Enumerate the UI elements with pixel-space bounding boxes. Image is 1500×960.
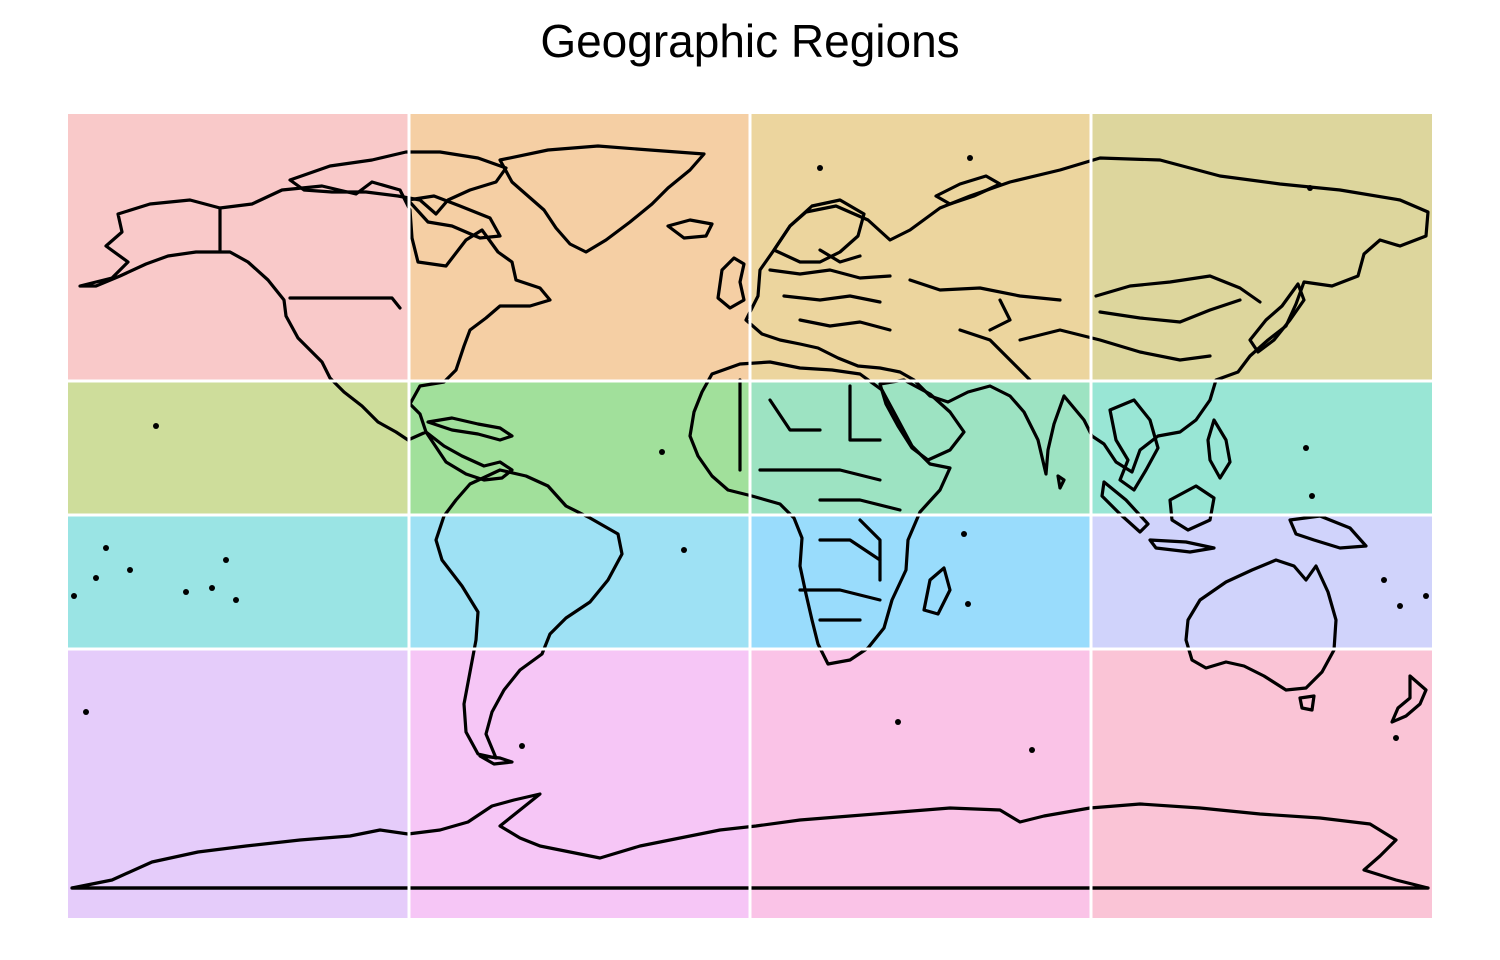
- region-tile-r3-c3: [750, 515, 1091, 649]
- new-zealand-outline: [1390, 674, 1428, 724]
- island: [519, 743, 525, 749]
- island: [93, 575, 99, 581]
- region-gridlines: [68, 114, 1432, 918]
- island: [1397, 603, 1403, 609]
- island: [1029, 747, 1035, 753]
- island: [223, 557, 229, 563]
- island: [965, 601, 971, 607]
- tierra-del-fuego-outline: [478, 754, 514, 766]
- borneo-outline: [1168, 484, 1216, 532]
- island: [127, 567, 133, 573]
- antarctica-outline: [70, 792, 1430, 890]
- island: [967, 155, 973, 161]
- region-tiles: [68, 114, 1432, 918]
- baffin-island-outline: [406, 194, 502, 240]
- greenland-outline: [498, 144, 706, 254]
- island: [71, 593, 77, 599]
- region-tile-r1-c3: [750, 114, 1091, 381]
- region-tile-r3-c4: [1091, 515, 1432, 649]
- island: [659, 449, 665, 455]
- country-outlines: [70, 144, 1430, 890]
- region-tile-r4-c3: [750, 649, 1091, 918]
- region-tile-r2-c3: [750, 381, 1091, 515]
- island: [1303, 445, 1309, 451]
- british-isles-outline: [716, 256, 746, 310]
- madagascar-outline: [922, 566, 952, 616]
- sri-lanka-outline: [1056, 474, 1066, 490]
- island: [183, 589, 189, 595]
- region-tile-r1-c1: [68, 114, 409, 381]
- scandinavia-outline: [772, 198, 866, 264]
- region-tile-r3-c2: [409, 515, 750, 649]
- island: [209, 585, 215, 591]
- island: [961, 531, 967, 537]
- island: [1393, 735, 1399, 741]
- region-tile-r4-c4: [1091, 649, 1432, 918]
- iceland-outline: [666, 218, 714, 240]
- island: [103, 545, 109, 551]
- region-tile-r4-c2: [409, 649, 750, 918]
- caribbean-outline: [426, 416, 514, 442]
- island: [895, 719, 901, 725]
- arctic-archipelago-outline: [288, 150, 508, 216]
- sumatra-outline: [1100, 480, 1150, 534]
- region-tile-r3-c1: [68, 515, 409, 649]
- island: [1423, 593, 1429, 599]
- java-outline: [1148, 538, 1216, 554]
- island: [83, 709, 89, 715]
- island: [1307, 185, 1313, 191]
- island: [233, 597, 239, 603]
- island: [1381, 577, 1387, 583]
- indochina-outline: [1108, 398, 1160, 492]
- japan-outline: [1248, 282, 1306, 354]
- central-america-outline: [424, 430, 514, 482]
- tasmania-outline: [1298, 694, 1316, 712]
- island: [681, 547, 687, 553]
- island: [153, 423, 159, 429]
- africa-borders: [738, 378, 902, 622]
- arabia-outline: [878, 378, 966, 462]
- island: [817, 165, 823, 171]
- novaya-zemlya-outline: [934, 174, 1002, 206]
- asia-borders: [958, 274, 1262, 382]
- europe-borders: [768, 248, 1062, 332]
- island: [1309, 493, 1315, 499]
- region-tile-r2-c4: [1091, 381, 1432, 515]
- region-tile-r1-c4: [1091, 114, 1432, 381]
- philippines-outline: [1206, 418, 1232, 480]
- north-america-outline: [78, 180, 552, 442]
- canada-usa-border: [288, 296, 402, 310]
- island-dots: [71, 155, 1429, 753]
- map-title: Geographic Regions: [540, 15, 960, 67]
- new-guinea-outline: [1288, 514, 1368, 550]
- region-tile-r2-c1: [68, 381, 409, 515]
